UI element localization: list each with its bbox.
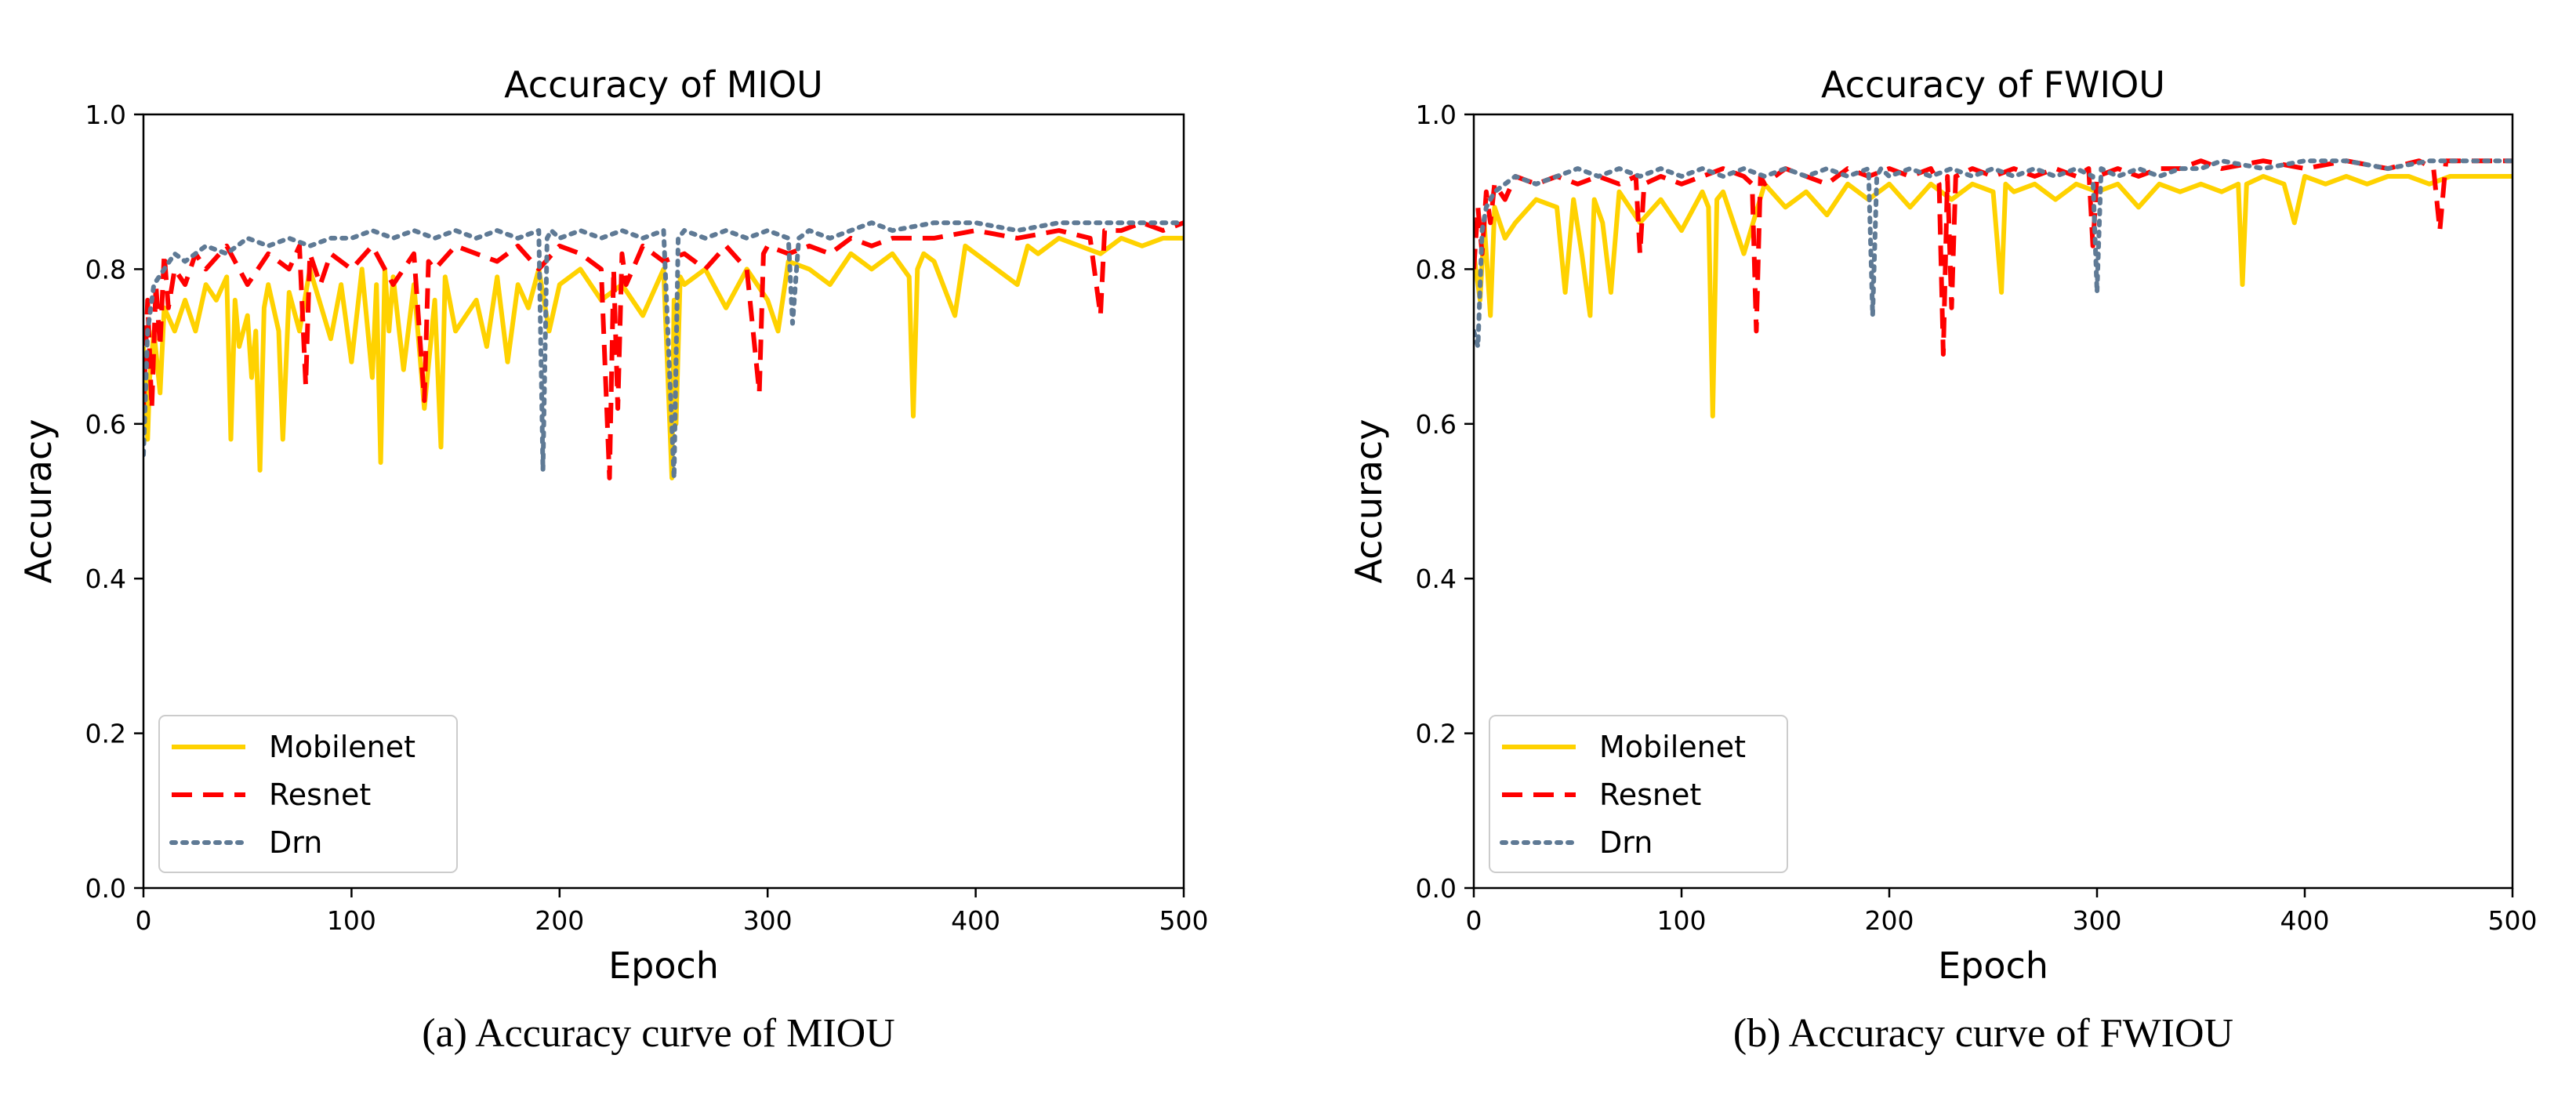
x-tick-label: 400 <box>951 905 1000 936</box>
series-group <box>143 220 1184 480</box>
figure-caption: (b) Accuracy curve of FWIOU <box>1733 1011 2233 1056</box>
legend-label-resnet: Resnet <box>1599 778 1701 812</box>
plot-frame <box>1472 113 2514 890</box>
legend-label-mobilenet: Mobilenet <box>1599 730 1746 764</box>
legend-label-mobilenet: Mobilenet <box>269 730 415 764</box>
x-tick-label: 500 <box>2488 905 2538 936</box>
y-tick-label: 0.8 <box>85 254 126 285</box>
chart-title: Accuracy of MIOU <box>504 63 823 106</box>
legend-box <box>1489 715 1788 873</box>
legend-label-drn: Drn <box>1599 825 1653 860</box>
legend-box <box>158 715 458 873</box>
y-tick-label: 0.4 <box>1416 564 1457 594</box>
x-tick-label: 100 <box>327 905 376 936</box>
y-tick-label: 0.0 <box>85 873 126 904</box>
y-axis-label: Accuracy <box>1348 419 1390 583</box>
x-tick-label: 500 <box>1159 905 1209 936</box>
plot-frame <box>142 113 1185 890</box>
y-tick-label: 0.2 <box>1416 719 1457 749</box>
y-tick-label: 1.0 <box>1416 100 1457 130</box>
x-tick-label: 100 <box>1657 905 1707 936</box>
x-tick-label: 200 <box>535 905 584 936</box>
series-line-resnet <box>143 220 1184 480</box>
y-tick-label: 1.0 <box>85 100 126 130</box>
y-tick-label: 0.4 <box>85 564 126 594</box>
x-tick-label: 300 <box>2073 905 2122 936</box>
y-axis-label: Accuracy <box>17 419 60 583</box>
series-line-mobilenet <box>1474 174 2513 419</box>
legend-label-drn: Drn <box>269 825 322 860</box>
series-line-drn <box>143 220 1184 480</box>
x-tick-label: 0 <box>136 905 152 936</box>
series-line-mobilenet <box>143 235 1184 480</box>
y-tick-label: 0.8 <box>1416 254 1457 285</box>
y-tick-label: 0.6 <box>1416 409 1457 440</box>
x-tick-label: 300 <box>743 905 793 936</box>
chart-2: 0 100 200 300 400 500 0.0 0.2 0.4 0.6 0.8 1.0 Accura… <box>1348 63 2538 1056</box>
chart-1: 0 100 200 300 400 500 0.0 0.2 0.4 0.6 0.8 1.0 Accura… <box>17 63 1209 1056</box>
x-tick-label: 400 <box>2280 905 2330 936</box>
y-tick-label: 0.2 <box>85 719 126 749</box>
x-axis-label: Epoch <box>608 944 719 987</box>
y-tick-label: 0.0 <box>1416 873 1457 904</box>
legend: Mobilenet Resnet Drn <box>158 715 458 873</box>
chart-title: Accuracy of FWIOU <box>1821 63 2165 106</box>
x-tick-label: 0 <box>1466 905 1482 936</box>
series-group <box>1474 158 2513 419</box>
figure-caption: (a) Accuracy curve of MIOU <box>422 1011 894 1056</box>
legend-label-resnet: Resnet <box>269 778 371 812</box>
x-tick-label: 200 <box>1865 905 1914 936</box>
x-axis-label: Epoch <box>1938 944 2048 987</box>
series-line-drn <box>1474 158 2513 350</box>
y-tick-label: 0.6 <box>85 409 126 440</box>
legend: Mobilenet Resnet Drn <box>1489 715 1788 873</box>
